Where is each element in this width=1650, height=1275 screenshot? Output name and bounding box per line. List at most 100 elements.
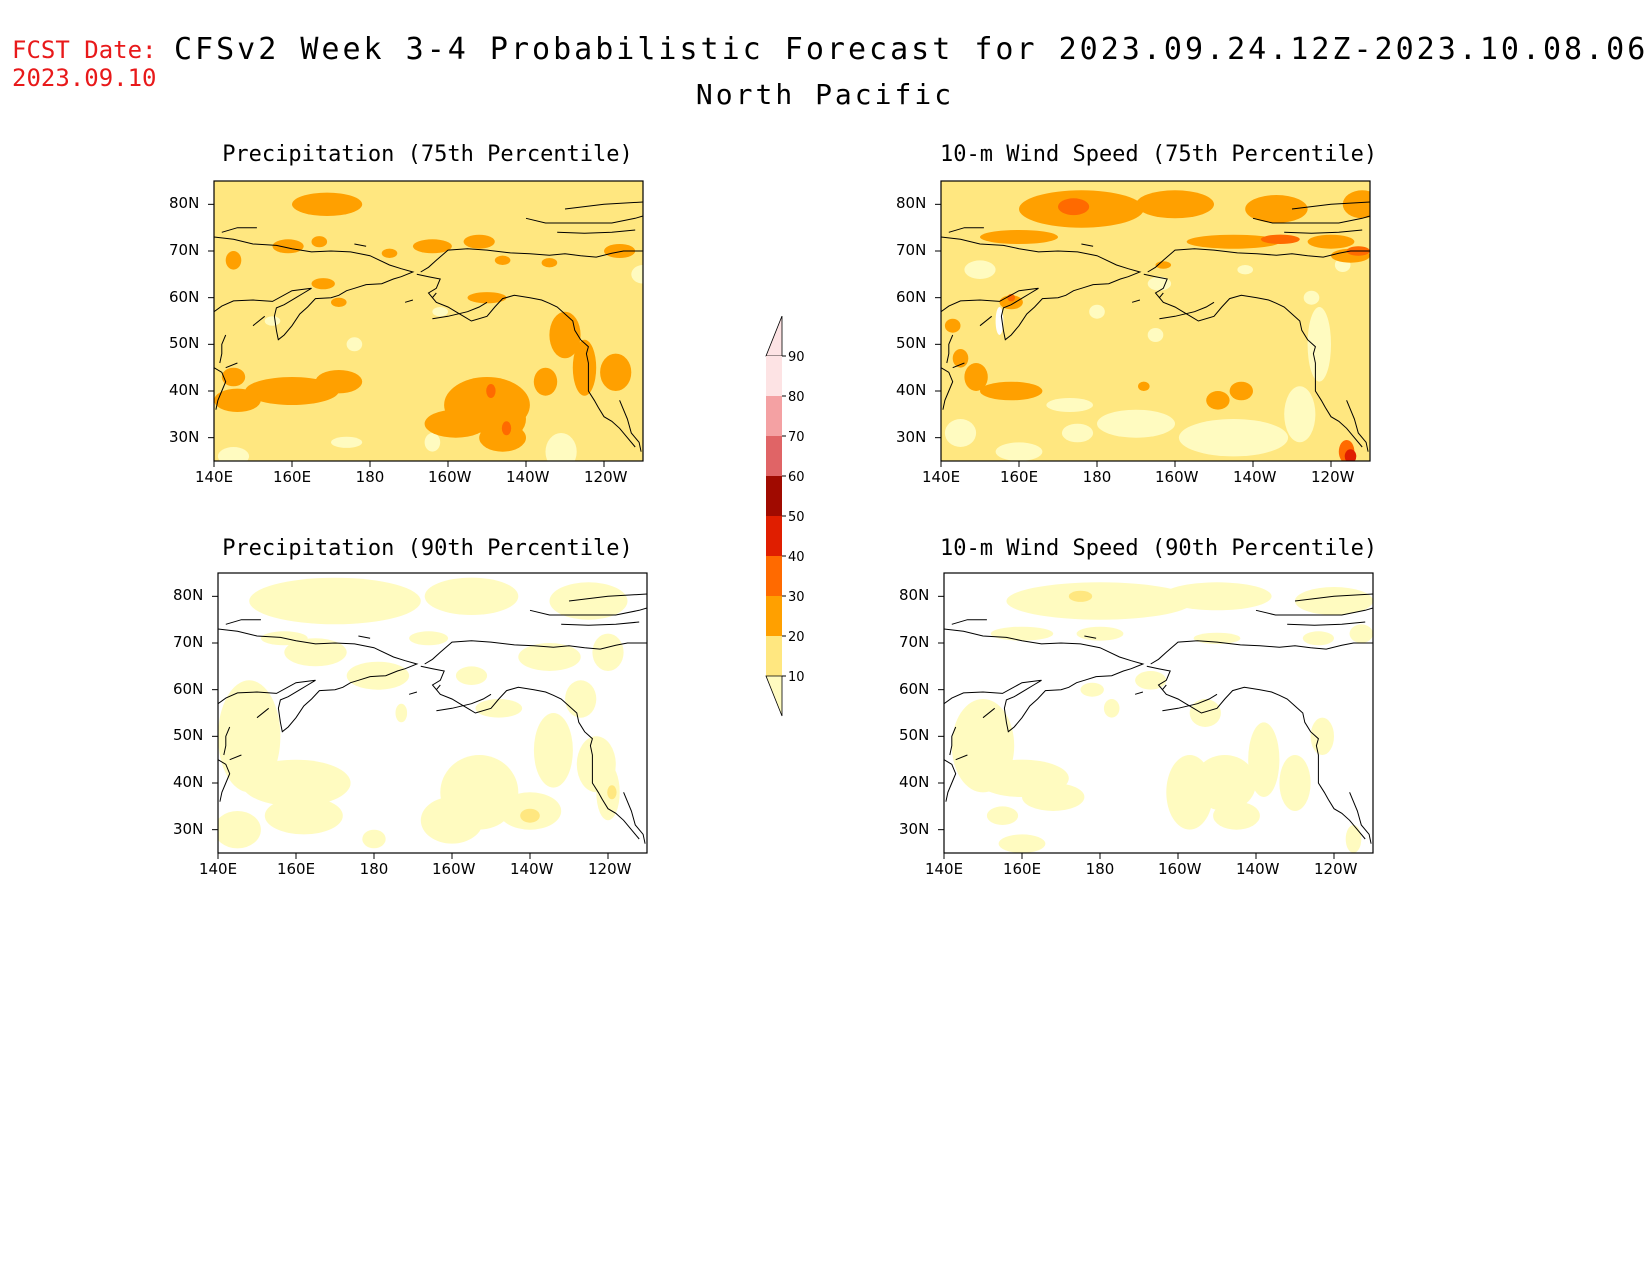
probability-contour	[980, 381, 1043, 401]
probability-contour	[1162, 582, 1272, 611]
probability-contour	[1089, 304, 1105, 319]
colorbar-extension-bottom	[765, 675, 783, 717]
probability-contour	[1068, 590, 1093, 602]
probability-contour	[572, 339, 597, 396]
probability-contour	[1349, 624, 1373, 643]
map-frame	[213, 180, 644, 462]
colorbar-label: 20	[788, 630, 805, 645]
map-panel-wind75	[935, 180, 1371, 467]
lon-label: 180	[1082, 468, 1112, 486]
probability-contour	[409, 631, 449, 646]
coastline	[1287, 621, 1366, 626]
probability-contour	[1303, 290, 1320, 305]
coastline	[404, 299, 414, 303]
probability-contour	[284, 638, 347, 667]
probability-contour	[1103, 699, 1120, 718]
colorbar-segment	[766, 556, 782, 596]
panel-title-precip75: Precipitation (75th Percentile)	[222, 142, 633, 167]
colorbar-segment	[766, 596, 782, 636]
lat-label: 40N	[899, 773, 930, 791]
coastline	[949, 726, 957, 756]
probability-contour	[221, 367, 246, 387]
coastline	[424, 640, 647, 665]
lon-label: 140W	[1236, 860, 1280, 878]
colorbar-label: 10	[788, 670, 805, 685]
coastline	[1159, 292, 1164, 299]
region-name: North Pacific	[695, 78, 955, 111]
panel-title-wind75: 10-m Wind Speed (75th Percentile)	[940, 142, 1378, 167]
probability-contour	[1189, 699, 1221, 727]
colorbar-label: 60	[788, 470, 805, 485]
lat-label: 40N	[169, 381, 200, 399]
coastline	[1084, 635, 1097, 639]
colorbar-label: 90	[788, 350, 805, 365]
coastline	[354, 243, 367, 247]
page-subtitle: North Pacific	[0, 78, 1650, 111]
probability-contour	[518, 643, 581, 671]
coastline	[1349, 792, 1372, 844]
probability-contour	[545, 433, 577, 461]
lat-label: 70N	[896, 241, 927, 259]
coastline	[416, 273, 636, 448]
coastline	[952, 362, 965, 369]
lon-label: 180	[1085, 860, 1115, 878]
coastline	[256, 707, 270, 719]
probability-contour	[475, 699, 523, 718]
probability-contour	[999, 295, 1023, 310]
coastline	[561, 621, 640, 626]
probability-contour	[1061, 423, 1094, 443]
lon-label: 160E	[1002, 860, 1042, 878]
map-svg-precip90	[212, 572, 648, 859]
lat-label: 50N	[169, 334, 200, 353]
colorbar-label: 70	[788, 430, 805, 445]
probability-contour	[249, 577, 421, 625]
probability-contour	[311, 236, 328, 248]
coastline	[525, 215, 643, 224]
probability-contour	[218, 811, 261, 849]
lon-label: 140E	[194, 468, 234, 486]
probability-contour	[463, 234, 495, 249]
coastline	[529, 607, 647, 616]
probability-contour	[980, 230, 1058, 244]
lat-label: 60N	[169, 287, 200, 306]
probability-contour	[998, 834, 1046, 853]
map-frame	[940, 180, 1371, 462]
lat-label: 80N	[896, 194, 927, 213]
lon-label: 140E	[921, 468, 961, 486]
colorbar-segment	[766, 436, 782, 476]
map-svg-wind75	[935, 180, 1371, 467]
probability-contour	[549, 582, 628, 620]
coastline	[982, 707, 996, 719]
coastline	[229, 754, 242, 761]
map-svg-wind90	[938, 572, 1374, 859]
lat-label: 70N	[173, 633, 204, 651]
colorbar-segment	[766, 636, 782, 676]
probability-contour	[1097, 409, 1175, 438]
panel-title-precip90: Precipitation (90th Percentile)	[222, 536, 633, 561]
probability-contour	[520, 808, 540, 823]
lon-label: 160W	[428, 468, 472, 486]
lon-label: 120W	[584, 468, 628, 486]
probability-contour	[1260, 234, 1300, 244]
coastline	[941, 236, 1142, 341]
probability-contour	[1237, 265, 1253, 275]
lon-label: 140E	[198, 860, 238, 878]
probability-contour	[1076, 626, 1124, 641]
coastline	[619, 400, 642, 452]
coastline	[1134, 691, 1144, 695]
colorbar-label: 40	[788, 550, 805, 565]
panel-title-wind90: 10-m Wind Speed (90th Percentile)	[940, 536, 1378, 561]
lon-label: 160W	[432, 860, 476, 878]
probability-contour	[1342, 190, 1370, 219]
probability-contour	[986, 806, 1019, 825]
lon-label: 160E	[276, 860, 316, 878]
coastline	[941, 367, 954, 410]
coastline	[221, 227, 257, 233]
probability-contour	[541, 258, 558, 268]
probability-contour	[1279, 755, 1311, 811]
lat-label: 70N	[169, 241, 200, 259]
probability-contour	[1248, 722, 1280, 797]
probability-contour	[467, 292, 507, 304]
probability-contour	[1295, 587, 1373, 615]
coastline	[955, 754, 968, 761]
